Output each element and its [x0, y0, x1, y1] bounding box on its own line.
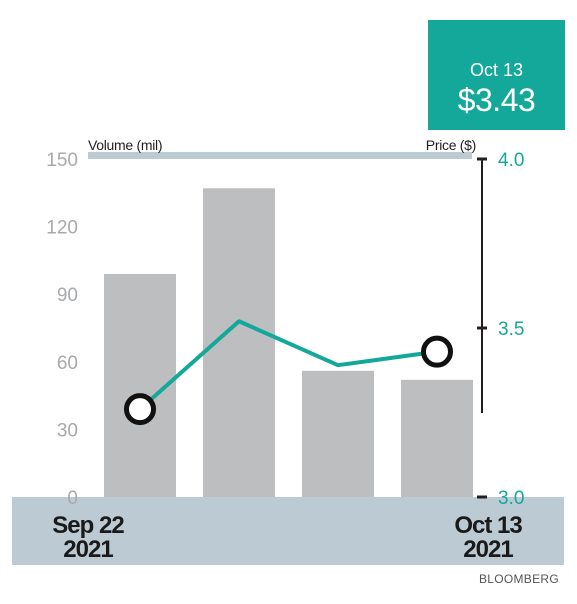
left-tick-label: 60 — [57, 353, 78, 374]
x-tick-year-label: 2021 — [463, 536, 513, 563]
price-callout: Oct 13 $3.43 — [428, 20, 565, 130]
left-tick-label: 150 — [46, 150, 78, 171]
right-axis-label: Price ($) — [426, 137, 476, 153]
callout-date: Oct 13 — [469, 60, 524, 80]
left-tick-label: 30 — [57, 420, 78, 441]
top-band — [88, 152, 472, 159]
left-tick-label: 90 — [57, 285, 78, 306]
x-tick-label: Oct 13 — [454, 512, 522, 539]
price-marker — [124, 393, 156, 426]
left-tick-label: 0 — [67, 488, 78, 509]
right-tick-label: 3.0 — [498, 488, 524, 509]
left-tick-label: 120 — [46, 218, 78, 239]
x-tick-label: Sep 22 — [52, 512, 124, 539]
price-line — [138, 319, 438, 411]
left-axis-label: Volume (mil) — [88, 137, 162, 153]
volume-bar — [302, 370, 374, 497]
x-axis-band — [12, 497, 564, 565]
x-tick-year-label: 2021 — [63, 536, 113, 563]
price-marker — [421, 335, 453, 368]
volume-bar — [401, 379, 473, 497]
callout-price: $3.43 — [457, 82, 536, 118]
source-credit: BLOOMBERG — [478, 572, 559, 586]
right-tick-label: 4.0 — [498, 150, 524, 171]
right-tick-label: 3.5 — [498, 319, 524, 340]
